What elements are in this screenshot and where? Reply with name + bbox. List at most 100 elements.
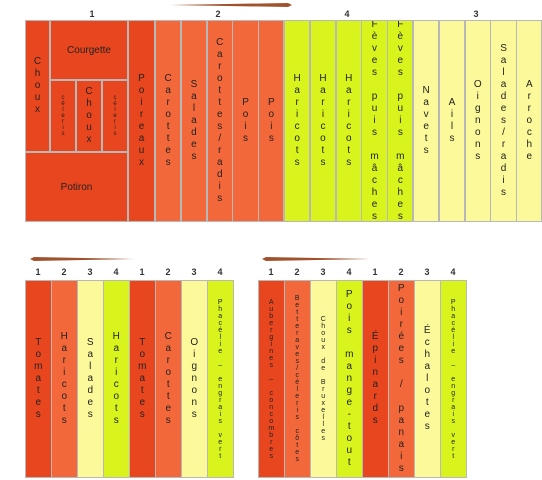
crop-label: céleris bbox=[112, 95, 118, 137]
crop-label: Salades bbox=[84, 337, 96, 421]
crop-cell: Échalotes bbox=[414, 280, 441, 478]
crop-cell: Aubergines – concombres bbox=[258, 280, 285, 478]
crop-label: Haricots bbox=[110, 331, 122, 427]
crop-cell: Navets bbox=[413, 20, 440, 222]
rotation-arrow bbox=[30, 257, 135, 261]
column-number: 4 bbox=[344, 9, 350, 19]
crop-cell: Oignons bbox=[464, 20, 491, 222]
column-number: 3 bbox=[424, 267, 430, 277]
column-number: 3 bbox=[320, 267, 326, 277]
column-number: 1 bbox=[372, 267, 378, 277]
crop-label: Poirées / panais bbox=[395, 283, 407, 475]
column-number: 3 bbox=[191, 267, 197, 277]
crop-label: Pois bbox=[265, 97, 277, 145]
column-number: 3 bbox=[473, 9, 479, 19]
crop-label: Betteraves/céleris côtes bbox=[293, 295, 301, 463]
crop-label: Haricots bbox=[291, 73, 303, 169]
crop-cell: Tomates bbox=[129, 280, 156, 478]
crop-label: céleris bbox=[60, 95, 66, 137]
crop-cell: Betteraves/céleris côtes bbox=[284, 280, 311, 478]
crop-label: Échalotes bbox=[421, 325, 433, 433]
crop-label: Haricots bbox=[343, 73, 355, 169]
column-number: 1 bbox=[268, 267, 274, 277]
column-number: 1 bbox=[139, 267, 145, 277]
crop-cell: Haricots bbox=[284, 20, 311, 222]
crop-label: Potiron bbox=[60, 181, 93, 193]
crop-label: Poireaux bbox=[136, 73, 147, 169]
crop-label: Épinards bbox=[369, 331, 381, 427]
crop-cell: Ails bbox=[438, 20, 466, 222]
crop-cell: Choux bbox=[25, 20, 50, 152]
crop-label: Tomates bbox=[32, 337, 44, 421]
column-number: 2 bbox=[294, 267, 300, 277]
crop-label: Haricots bbox=[58, 331, 70, 427]
crop-cell: Choux de Bruxelles bbox=[310, 280, 337, 478]
column-number: 3 bbox=[87, 267, 93, 277]
column-number: 2 bbox=[165, 267, 171, 277]
crop-label: Salades/radis bbox=[498, 43, 510, 199]
crop-cell: Poireaux bbox=[128, 20, 155, 222]
crop-cell: Haricots bbox=[51, 280, 78, 478]
crop-cell: Carottes bbox=[155, 20, 182, 222]
crop-label: Carottes/radis bbox=[214, 37, 226, 205]
crop-cell: Salades/radis bbox=[490, 20, 517, 222]
crop-label: Aubergines – concombres bbox=[267, 298, 275, 460]
crop-label: Haricots bbox=[317, 73, 329, 169]
column-number: 4 bbox=[346, 267, 352, 277]
crop-label: Choux bbox=[83, 86, 95, 146]
crop-label: Pois bbox=[240, 97, 252, 145]
crop-label: Oignons bbox=[472, 79, 484, 163]
crop-cell: Carottes bbox=[155, 280, 182, 478]
crop-label: Salades bbox=[188, 79, 200, 163]
crop-cell: Pois bbox=[258, 20, 285, 222]
column-number: 1 bbox=[89, 9, 95, 19]
crop-label: Carottes bbox=[162, 331, 174, 427]
crop-label: Pois mange-tout bbox=[343, 289, 355, 469]
column-number: 1 bbox=[35, 267, 41, 277]
crop-label: Arroche bbox=[523, 79, 535, 163]
crop-cell: céleris bbox=[50, 80, 76, 152]
column-number: 2 bbox=[61, 267, 67, 277]
crop-cell: Salades bbox=[180, 20, 208, 222]
crop-cell: Phacélie – engrais vert bbox=[207, 280, 234, 478]
crop-cell: Oignons bbox=[181, 280, 208, 478]
crop-cell: Carottes/radis bbox=[206, 20, 233, 222]
crop-cell: Fèves puis mâches bbox=[387, 20, 414, 222]
crop-cell: Courgette bbox=[50, 20, 128, 80]
column-number: 2 bbox=[215, 9, 221, 19]
crop-label: Choux bbox=[32, 56, 43, 116]
crop-cell: Haricots bbox=[335, 20, 362, 222]
column-number: 4 bbox=[113, 267, 119, 277]
crop-label: Carottes bbox=[162, 73, 174, 169]
crop-cell: Haricots bbox=[309, 20, 337, 222]
crop-label: Navets bbox=[420, 85, 432, 157]
rotation-arrow bbox=[262, 257, 370, 261]
crop-cell: Pois bbox=[232, 20, 259, 222]
crop-label: Tomates bbox=[136, 337, 148, 421]
crop-cell: Tomates bbox=[25, 280, 52, 478]
crop-label: Ails bbox=[446, 97, 458, 145]
crop-label: Fèves puis mâches bbox=[369, 20, 381, 222]
column-number: 4 bbox=[217, 267, 223, 277]
crop-label: Phacélie – engrais vert bbox=[216, 298, 224, 460]
crop-label: Fèves puis mâches bbox=[394, 20, 406, 222]
crop-cell: Choux bbox=[76, 80, 102, 152]
crop-label: Oignons bbox=[188, 337, 200, 421]
crop-cell: Salades bbox=[77, 280, 104, 478]
crop-cell: Phacélie – engrais vert bbox=[440, 280, 467, 478]
crop-cell: Arroche bbox=[516, 20, 542, 222]
crop-label: Courgette bbox=[67, 44, 111, 56]
rotation-arrow bbox=[170, 3, 292, 7]
crop-label: Phacélie – engrais vert bbox=[449, 298, 457, 460]
crop-label: Choux de Bruxelles bbox=[319, 316, 327, 442]
crop-cell: Fèves puis mâches bbox=[361, 20, 388, 222]
crop-cell: céleris bbox=[102, 80, 128, 152]
crop-cell: Haricots bbox=[103, 280, 130, 478]
column-number: 2 bbox=[398, 267, 404, 277]
crop-cell: Potiron bbox=[25, 152, 128, 222]
crop-cell: Épinards bbox=[362, 280, 389, 478]
crop-cell: Poirées / panais bbox=[388, 280, 415, 478]
crop-cell: Pois mange-tout bbox=[336, 280, 363, 478]
